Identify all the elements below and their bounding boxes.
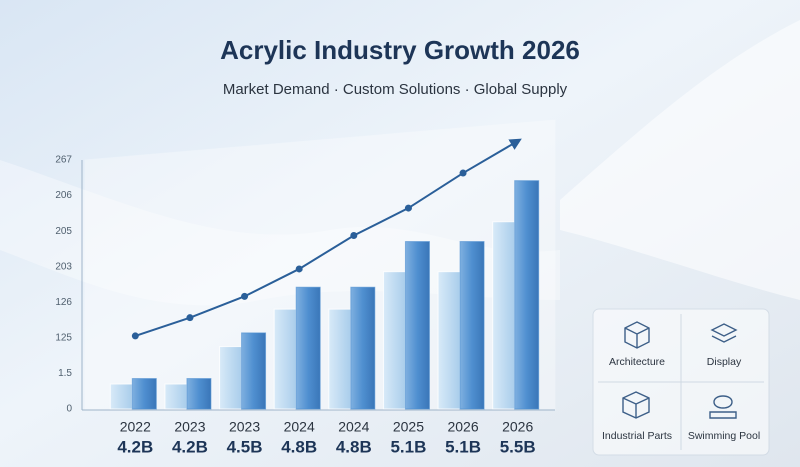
panel-item: Architecture [609, 356, 665, 368]
x-tick-label: 2024 [338, 419, 369, 435]
icon-pool [709, 395, 737, 419]
bar-back [219, 346, 243, 410]
trend-point [186, 314, 194, 322]
trend-line [134, 138, 522, 337]
bar [514, 180, 540, 410]
icon-display [710, 323, 738, 343]
icons [622, 321, 738, 419]
bar [295, 286, 321, 410]
x-tick-label: 2024 [284, 419, 315, 435]
bar [459, 241, 485, 410]
value-label: 4.2B [172, 437, 208, 456]
trend-point [131, 332, 139, 340]
bar-back [164, 383, 188, 410]
icon-architecture [624, 321, 650, 349]
bar [404, 241, 430, 410]
bar-back [437, 271, 461, 410]
bar [241, 332, 267, 410]
trend-point [459, 169, 467, 177]
trend-point [404, 204, 412, 212]
x-tick-label: 2023 [174, 419, 205, 435]
value-label: 5.5B [500, 437, 536, 456]
wave [560, 20, 800, 300]
bar-back [109, 383, 133, 410]
value-label: 4.5B [227, 437, 263, 456]
trend-point [241, 292, 249, 300]
value-label: 4.8B [281, 437, 317, 456]
value-label: 4.8B [336, 437, 372, 456]
x-tick-label: 2026 [502, 419, 533, 435]
x-tick-label: 2023 [229, 419, 260, 435]
bar-back [273, 308, 297, 410]
chart-subtitle: Market Demand · Custom Solutions · Globa… [223, 81, 568, 98]
value-label: 5.1B [445, 437, 481, 456]
y-axis-label: 0 [66, 404, 72, 415]
y-axis-label: 205 [55, 226, 72, 237]
bar [186, 378, 212, 410]
y-axis-label: 203 [55, 261, 72, 272]
x-tick-label: 2025 [393, 419, 424, 435]
y-axis-label: 125 [55, 332, 72, 343]
panel-item: Industrial Parts [602, 430, 672, 442]
bar [350, 286, 376, 410]
y-axis-label: 267 [55, 155, 72, 166]
trend-point [295, 265, 303, 273]
panel-item: Swimming Pool [688, 430, 760, 442]
value-label: 5.1B [390, 437, 426, 456]
bar [131, 378, 157, 410]
bar-back [328, 308, 352, 410]
y-axis-label: 206 [55, 190, 72, 201]
x-tick-label: 2026 [447, 419, 478, 435]
icon-parts [622, 391, 650, 419]
y-axis-label: 126 [55, 297, 72, 308]
value-label: 4.2B [117, 437, 153, 456]
trend-point [350, 231, 358, 239]
bar-back [382, 271, 406, 410]
chart-title: Acrylic Industry Growth 2026 [220, 35, 580, 65]
y-axis-label: 1.5 [58, 368, 72, 379]
bar-back [492, 221, 516, 410]
x-tick-label: 2022 [120, 419, 151, 435]
panel-item: Display [707, 356, 742, 368]
